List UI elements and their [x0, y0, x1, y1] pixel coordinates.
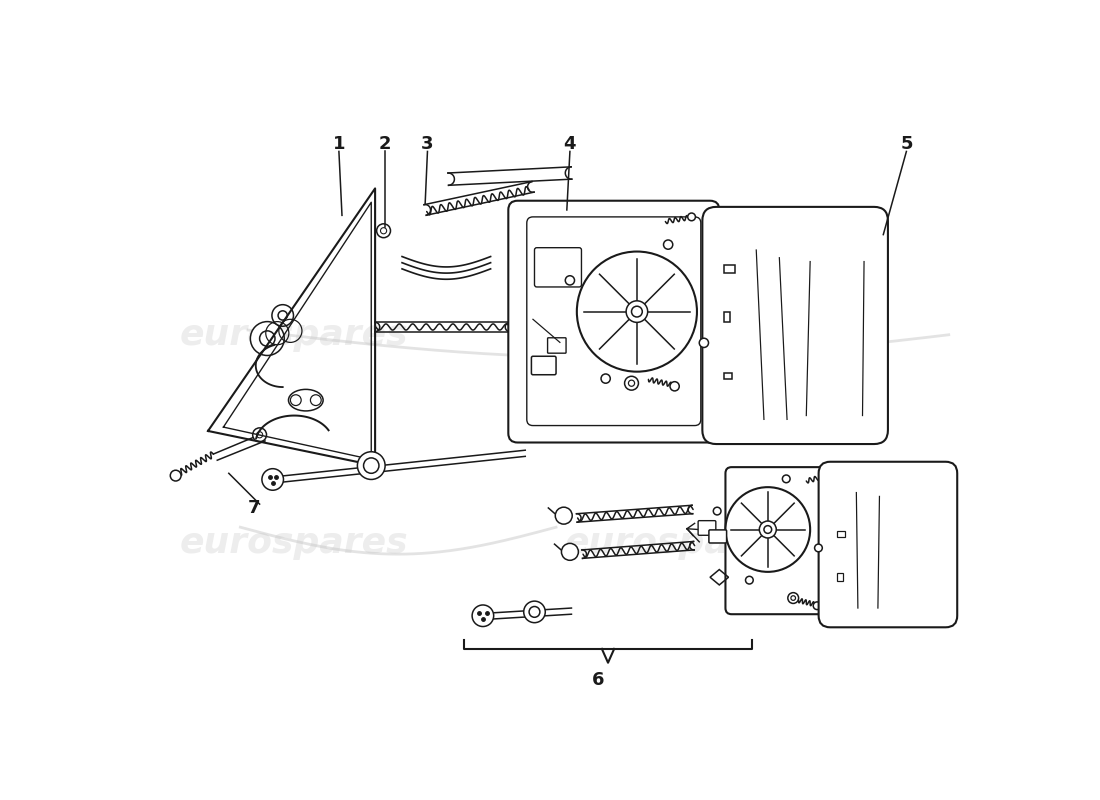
Circle shape [670, 382, 680, 391]
Circle shape [822, 473, 828, 478]
Circle shape [700, 338, 708, 347]
Text: 5: 5 [900, 134, 913, 153]
Circle shape [524, 601, 546, 622]
Circle shape [813, 602, 821, 610]
Circle shape [253, 428, 266, 442]
Text: 4: 4 [563, 134, 576, 153]
Circle shape [272, 305, 294, 326]
FancyBboxPatch shape [726, 467, 842, 614]
Circle shape [663, 240, 673, 250]
Circle shape [262, 469, 284, 490]
Circle shape [556, 507, 572, 524]
FancyBboxPatch shape [535, 248, 582, 287]
Circle shape [815, 544, 823, 552]
Circle shape [759, 521, 777, 538]
Bar [837, 531, 845, 538]
Circle shape [576, 251, 697, 372]
FancyBboxPatch shape [698, 521, 716, 535]
Circle shape [381, 228, 387, 234]
Circle shape [601, 374, 610, 383]
Circle shape [565, 276, 574, 285]
Bar [724, 373, 732, 379]
FancyBboxPatch shape [508, 201, 719, 442]
Circle shape [625, 376, 638, 390]
Circle shape [251, 322, 284, 355]
Bar [837, 574, 844, 581]
Circle shape [726, 487, 810, 572]
Circle shape [746, 576, 754, 584]
Bar [724, 266, 735, 273]
Bar [724, 312, 730, 322]
Text: 7: 7 [248, 499, 261, 517]
Circle shape [529, 606, 540, 618]
Circle shape [256, 432, 263, 438]
Circle shape [376, 224, 390, 238]
FancyBboxPatch shape [703, 207, 888, 444]
Circle shape [561, 543, 579, 560]
Text: 3: 3 [421, 134, 433, 153]
Circle shape [788, 593, 799, 603]
Circle shape [713, 507, 721, 515]
Circle shape [363, 458, 378, 474]
FancyBboxPatch shape [818, 462, 957, 627]
Text: 1: 1 [332, 134, 345, 153]
FancyBboxPatch shape [708, 530, 727, 543]
FancyBboxPatch shape [548, 338, 566, 353]
Text: 6: 6 [592, 670, 605, 689]
Circle shape [626, 301, 648, 322]
Text: eurospares: eurospares [180, 318, 408, 352]
Text: eurospares: eurospares [180, 526, 408, 560]
Circle shape [170, 470, 182, 481]
Circle shape [260, 331, 275, 346]
Circle shape [688, 213, 695, 221]
FancyBboxPatch shape [531, 356, 556, 374]
Circle shape [358, 452, 385, 479]
Text: eurospares: eurospares [565, 526, 793, 560]
Circle shape [472, 605, 494, 626]
Circle shape [278, 311, 287, 320]
Circle shape [782, 475, 790, 482]
Text: 2: 2 [378, 134, 392, 153]
